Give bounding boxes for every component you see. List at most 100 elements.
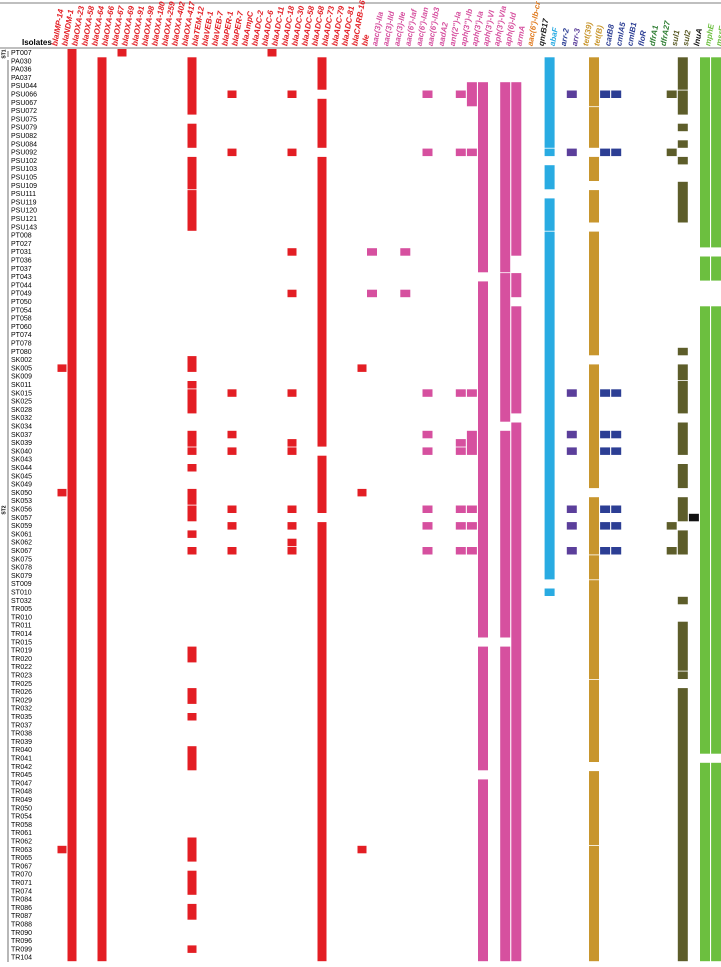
presence-bar [466,547,477,555]
presence-bar [589,555,599,580]
isolate-label: PT037 [11,266,32,273]
presence-bar [187,464,197,472]
isolate-label: SK044 [11,465,32,472]
presence-bar [466,82,477,107]
isolate-label: SK028 [11,407,32,414]
gene-label: abaF [548,26,560,47]
presence-bar [187,713,197,721]
presence-bar [187,430,197,447]
isolate-label: TR061 [11,830,32,837]
presence-bar [600,389,611,397]
presence-bar [478,82,488,273]
presence-bar [287,538,297,547]
presence-bar [677,464,688,489]
presence-bar [566,505,577,513]
gene-label: aadA2 [437,21,450,47]
isolate-label: SK078 [11,565,32,572]
presence-bar [187,447,197,455]
presence-bar [455,447,466,455]
presence-bar [400,248,411,256]
presence-bar [422,547,433,555]
isolate-label: SK009 [11,374,32,381]
isolate-label: PSU082 [11,133,37,140]
presence-bar [589,845,599,962]
isolate-label: TR084 [11,897,32,904]
presence-bar [611,447,622,455]
presence-bar [287,439,297,447]
isolate-label: SK050 [11,490,32,497]
isolate-label: TR071 [11,880,32,887]
presence-bar [67,49,77,962]
isolate-label: TR026 [11,689,32,696]
presence-bar [117,49,127,57]
isolate-label: PT049 [11,291,32,298]
isolate-label: PSU109 [11,183,37,190]
isolate-label: PT080 [11,349,32,356]
isolate-label: TR065 [11,855,32,862]
presence-bar [700,306,710,754]
isolate-label: PSU075 [11,116,37,123]
gene-label: dfrA27 [659,20,672,47]
isolate-label: TR005 [11,606,32,613]
presence-bar [57,845,67,854]
gene-label: catB8 [603,23,616,47]
isolate-label: PT036 [11,257,32,264]
gene-label: sul1 [670,29,682,47]
isolate-label: TR041 [11,755,32,762]
presence-bar [600,447,611,455]
presence-bar [611,522,622,530]
presence-bar [287,505,297,513]
isolate-label: PA037 [11,75,32,82]
presence-bar [478,779,488,962]
gene-label: ble [360,33,371,46]
isolate-label: PSU143 [11,224,37,231]
isolate-label: SK011 [11,382,32,389]
presence-bar [544,148,555,157]
isolate-label: SK062 [11,540,32,547]
presence-bar [317,156,327,447]
isolate-label: TR070 [11,872,32,879]
isolate-label: PSU072 [11,108,37,115]
presence-bar [666,522,677,530]
presence-bar [357,364,367,372]
presence-bar [511,273,522,298]
isolate-label: PA036 [11,67,32,74]
isolate-label: SK067 [11,548,32,555]
isolate-label: ST032 [11,598,32,605]
isolate-label: TR020 [11,656,32,663]
presence-bar [666,547,677,555]
isolate-label: PT054 [11,307,32,314]
presence-bar [187,646,197,663]
isolate-label: PSU066 [11,91,37,98]
gene-label: tet(B) [592,24,605,46]
presence-bar [566,447,577,455]
presence-bar [600,430,611,439]
isolate-label: SK032 [11,415,32,422]
presence-bar [566,547,577,555]
presence-bar [600,547,611,555]
presence-bar [287,90,297,98]
presence-bar [478,646,488,771]
presence-bar [187,505,197,522]
isolate-label: TR049 [11,797,32,804]
presence-bar [500,430,511,638]
presence-bar [511,306,522,414]
isolate-label: TR010 [11,614,32,621]
presence-bar [611,148,622,157]
presence-bar [317,522,327,962]
isolate-label: PT078 [11,340,32,347]
isolate-label: SK034 [11,423,32,430]
presence-bar [544,198,555,231]
gene-label: cmlB1 [625,21,638,47]
gene-label: msrE [714,25,721,47]
isolate-label: SK040 [11,448,32,455]
isolate-label: PSU084 [11,141,37,148]
presence-bar [544,588,555,596]
presence-bar [677,90,688,115]
isolate-label: TR063 [11,847,32,854]
isolate-label: PT007 [11,50,32,57]
isolate-label: SK056 [11,506,32,513]
isolate-label: PSU119 [11,199,37,206]
presence-bar [227,447,237,455]
presence-bar [677,596,688,605]
